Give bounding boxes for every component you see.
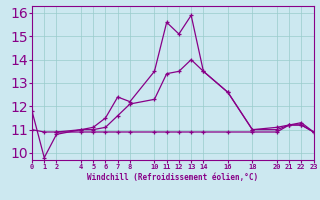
X-axis label: Windchill (Refroidissement éolien,°C): Windchill (Refroidissement éolien,°C) xyxy=(87,173,258,182)
